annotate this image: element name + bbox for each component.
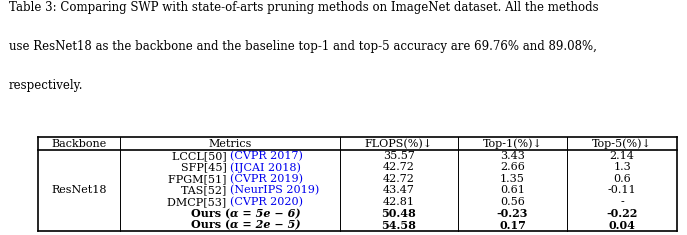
Text: α = 5e − 6): α = 5e − 6) bbox=[230, 208, 301, 219]
Text: 3.43: 3.43 bbox=[500, 151, 525, 161]
Text: Table 3: Comparing SWP with state-of-arts pruning methods on ImageNet dataset. A: Table 3: Comparing SWP with state-of-art… bbox=[9, 1, 598, 14]
Text: respectively.: respectively. bbox=[9, 79, 83, 92]
Text: Top-5(%)↓: Top-5(%)↓ bbox=[592, 138, 652, 149]
Text: Backbone: Backbone bbox=[52, 139, 106, 149]
Text: 35.57: 35.57 bbox=[383, 151, 415, 161]
Text: (CVPR 2020): (CVPR 2020) bbox=[230, 197, 303, 207]
Text: -0.22: -0.22 bbox=[607, 208, 638, 219]
Text: -: - bbox=[620, 197, 624, 207]
Text: 42.72: 42.72 bbox=[383, 162, 415, 172]
Text: (NeurIPS 2019): (NeurIPS 2019) bbox=[230, 185, 319, 196]
Text: 0.17: 0.17 bbox=[499, 219, 526, 231]
Text: Metrics: Metrics bbox=[208, 139, 252, 149]
Text: 50.48: 50.48 bbox=[381, 208, 416, 219]
Text: 54.58: 54.58 bbox=[381, 219, 416, 231]
Text: 42.72: 42.72 bbox=[383, 174, 415, 184]
Text: Ours (: Ours ( bbox=[191, 219, 230, 231]
Text: FLOPS(%)↓: FLOPS(%)↓ bbox=[365, 139, 433, 149]
Text: TAS[52]: TAS[52] bbox=[181, 185, 230, 196]
Text: (IJCAI 2018): (IJCAI 2018) bbox=[230, 162, 301, 173]
Text: 0.61: 0.61 bbox=[500, 185, 525, 196]
Text: 0.56: 0.56 bbox=[500, 197, 525, 207]
Text: 42.81: 42.81 bbox=[383, 197, 415, 207]
Text: -0.11: -0.11 bbox=[608, 185, 636, 196]
Text: FPGM[51]: FPGM[51] bbox=[168, 174, 230, 184]
Text: -0.23: -0.23 bbox=[497, 208, 528, 219]
Text: 1.3: 1.3 bbox=[613, 162, 631, 172]
Text: (CVPR 2019): (CVPR 2019) bbox=[230, 174, 303, 184]
Text: DMCP[53]: DMCP[53] bbox=[168, 197, 230, 207]
Text: α = 2e − 5): α = 2e − 5) bbox=[230, 219, 301, 231]
Text: use ResNet18 as the backbone and the baseline top-1 and top-5 accuracy are 69.76: use ResNet18 as the backbone and the bas… bbox=[9, 40, 597, 53]
Text: 2.14: 2.14 bbox=[609, 151, 635, 161]
Text: 0.04: 0.04 bbox=[609, 219, 635, 231]
Text: SFP[45]: SFP[45] bbox=[181, 162, 230, 172]
Text: 2.66: 2.66 bbox=[500, 162, 525, 172]
Text: Top-1(%)↓: Top-1(%)↓ bbox=[482, 138, 543, 149]
Text: 1.35: 1.35 bbox=[500, 174, 525, 184]
Text: LCCL[50]: LCCL[50] bbox=[172, 151, 230, 161]
Text: ResNet18: ResNet18 bbox=[52, 185, 106, 196]
Text: (CVPR 2017): (CVPR 2017) bbox=[230, 151, 303, 161]
Text: 43.47: 43.47 bbox=[383, 185, 415, 196]
Text: 0.6: 0.6 bbox=[613, 174, 631, 184]
Text: Ours (: Ours ( bbox=[191, 208, 230, 219]
